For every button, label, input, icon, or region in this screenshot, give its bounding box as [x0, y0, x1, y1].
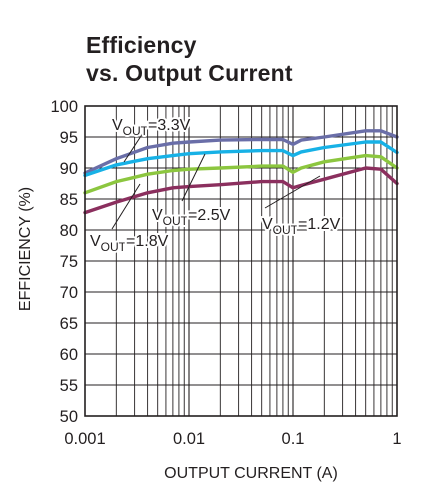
y-tick-label: 80: [60, 222, 78, 240]
series-annotation-2: VOUT=1.8V: [90, 233, 169, 254]
y-tick-label: 100: [50, 98, 78, 116]
annotation-leader-2: [111, 183, 141, 230]
plot-frame: [84, 105, 398, 417]
series-line-0: [83, 129, 399, 175]
y-tick-label: 65: [60, 315, 78, 333]
series-line-1: [83, 140, 399, 178]
y-tick-label: 75: [60, 253, 78, 271]
y-tick-label: 60: [60, 346, 78, 364]
annotation-leader-1: [181, 153, 206, 202]
series-line-2: [83, 153, 399, 195]
annotation-leader-0: [123, 132, 144, 163]
x-axis-label: OUTPUT CURRENT (A): [164, 465, 338, 482]
annotation-leader-3: [264, 175, 321, 209]
series-annotation-1: VOUT=2.5V: [152, 207, 231, 228]
x-tick-label: 0.01: [173, 430, 205, 448]
y-tick-label: 85: [60, 191, 78, 209]
x-tick-label: 0.1: [282, 430, 305, 448]
y-axis-label: EFFICIENCY (%): [17, 187, 34, 311]
y-tick-label: 50: [60, 408, 78, 426]
y-tick-label: 70: [60, 284, 78, 302]
x-tick-label: 1: [392, 430, 401, 448]
y-tick-label: 95: [60, 129, 78, 147]
series-annotation-3: VOUT=1.2V: [262, 216, 341, 237]
chart-title-line-1: Efficiency: [86, 32, 197, 58]
chart-title-line-2: vs. Output Current: [86, 60, 293, 86]
y-tick-label: 55: [60, 377, 78, 395]
series-annotation-0: VOUT=3.3V: [112, 117, 191, 138]
x-tick-label: 0.001: [64, 430, 105, 448]
y-tick-label: 90: [60, 160, 78, 178]
series-line-3: [83, 166, 399, 215]
